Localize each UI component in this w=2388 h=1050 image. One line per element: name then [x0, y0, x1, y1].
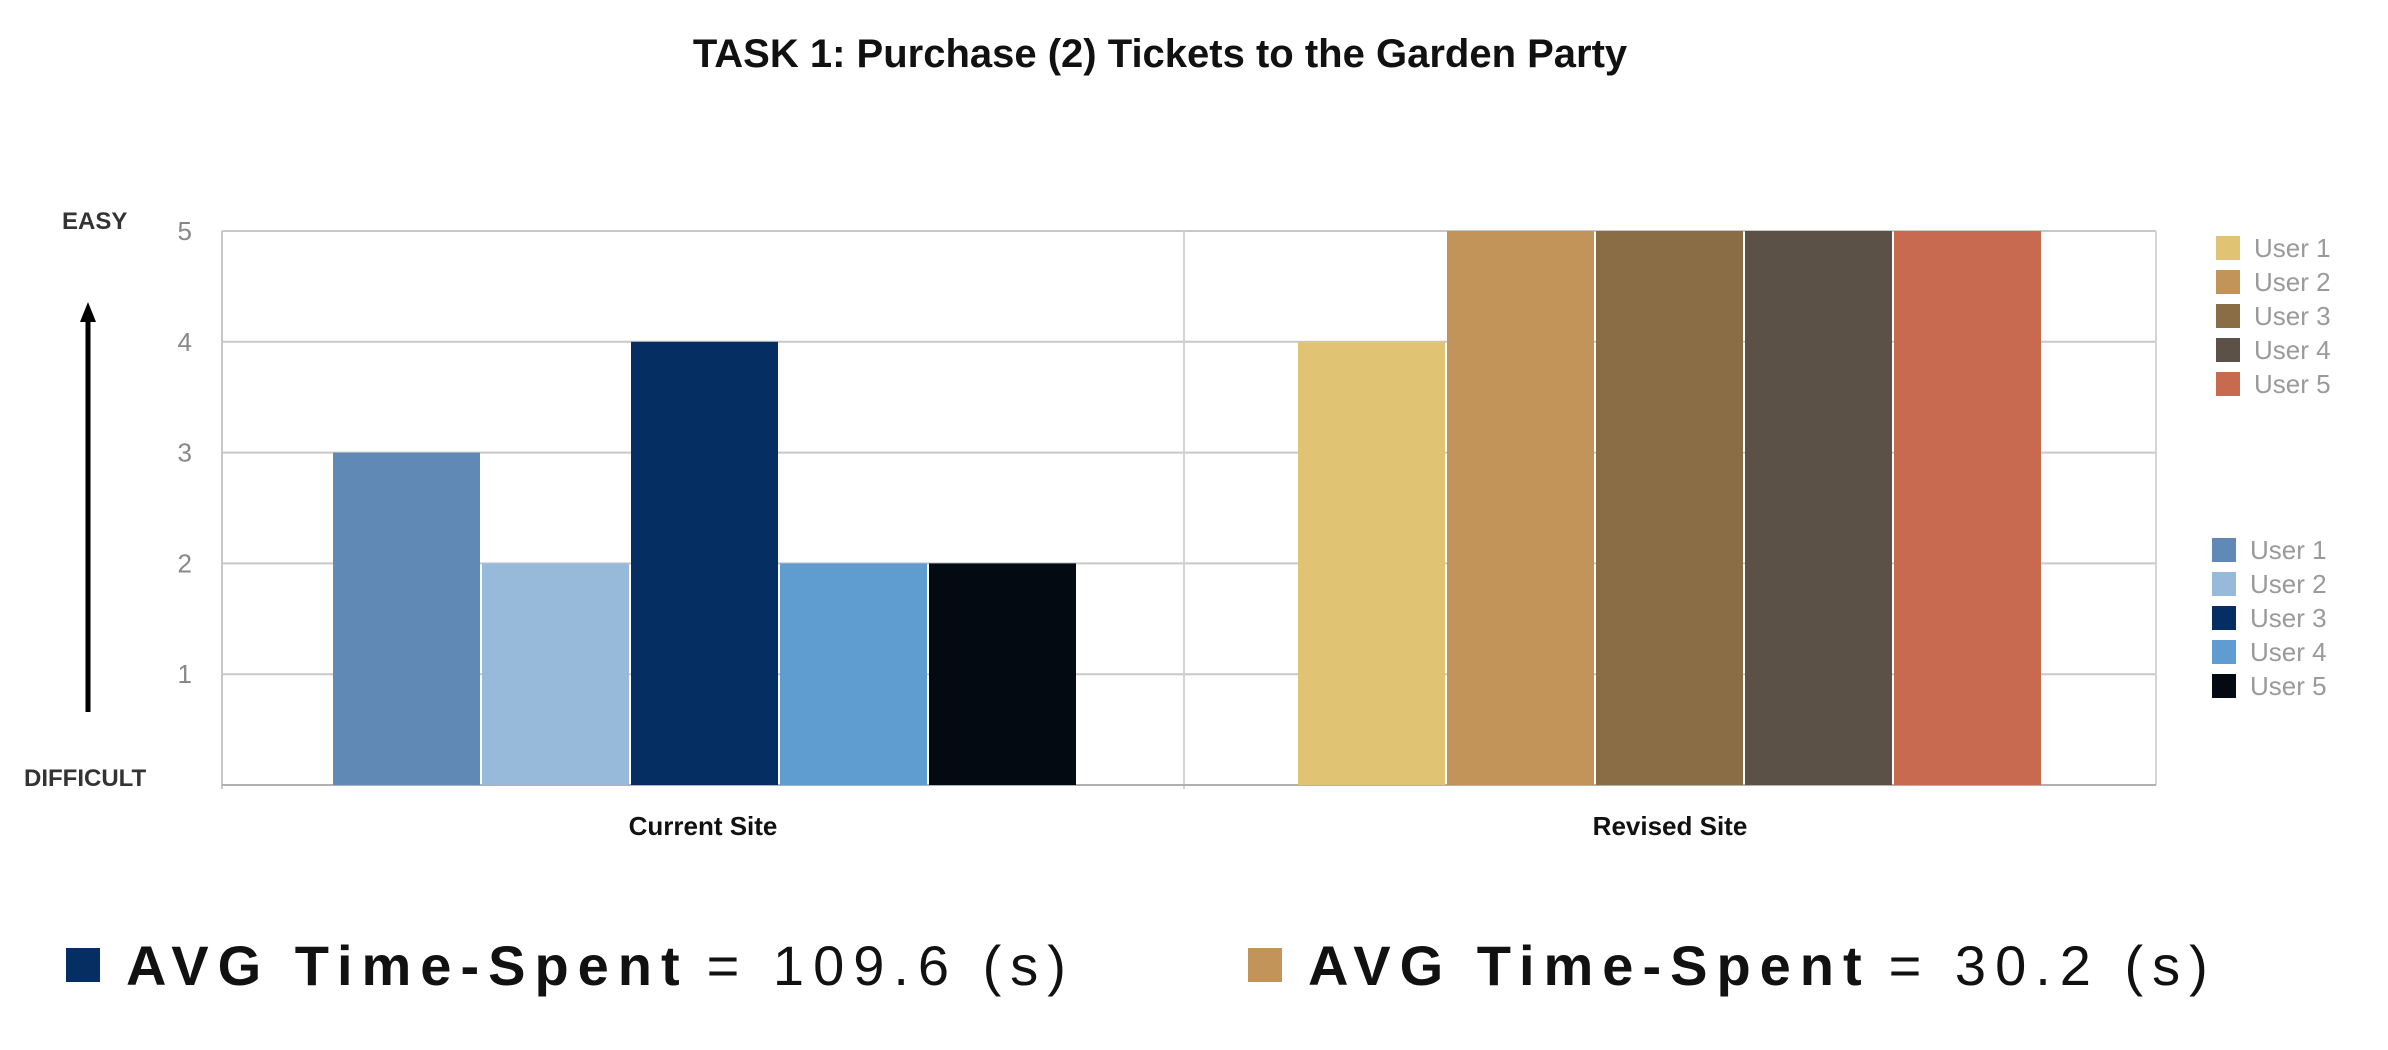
bar-revised-user-5 — [1894, 231, 2041, 785]
legend-revised-swatch-2 — [2216, 270, 2240, 294]
avg-value-revised: = 30.2 (s) — [1888, 933, 2217, 997]
avg-time-current: AVG Time-Spent = 109.6 (s) — [66, 930, 1075, 1000]
y-tick-label-3: 3 — [178, 438, 192, 468]
x-category-label-current: Current Site — [629, 811, 778, 841]
legend-current-swatch-2 — [2212, 572, 2236, 596]
avg-time-revised: AVG Time-Spent = 30.2 (s) — [1248, 930, 2217, 1000]
avg-swatch-current — [66, 948, 100, 982]
bar-current-user-5 — [929, 563, 1076, 785]
avg-label-current: AVG Time-Spent — [126, 933, 689, 997]
legend-current-label-4: User 4 — [2250, 637, 2327, 667]
annotation-difficult: DIFFICULT — [24, 765, 147, 792]
legend-current-label-3: User 3 — [2250, 603, 2327, 633]
legend-revised-swatch-4 — [2216, 338, 2240, 362]
avg-value-current: = 109.6 (s) — [706, 933, 1075, 997]
bar-revised-user-1 — [1298, 341, 1445, 785]
y-tick-label-5: 5 — [178, 216, 192, 246]
bar-current-user-1 — [333, 452, 480, 785]
legend-current-swatch-3 — [2212, 606, 2236, 630]
legend-current-swatch-5 — [2212, 674, 2236, 698]
y-tick-label-1: 1 — [178, 659, 192, 689]
bar-current-user-2 — [482, 563, 629, 785]
bar-revised-user-2 — [1447, 231, 1594, 785]
legend-current-label-2: User 2 — [2250, 569, 2327, 599]
bar-revised-user-3 — [1596, 231, 1743, 785]
y-tick-label-2: 2 — [178, 548, 192, 578]
bar-current-user-3 — [631, 341, 778, 785]
legend-revised-swatch-3 — [2216, 304, 2240, 328]
legend-revised-swatch-5 — [2216, 372, 2240, 396]
axis-layer: 1 2 3 4 5 Current Site Revised Site — [178, 216, 1748, 841]
y-tick-label-4: 4 — [178, 327, 192, 357]
legend-revised-label-3: User 3 — [2254, 301, 2331, 331]
legend-current-label-5: User 5 — [2250, 671, 2327, 701]
legend-current-swatch-1 — [2212, 538, 2236, 562]
bar-layer — [333, 231, 2041, 785]
legend-revised-label-4: User 4 — [2254, 335, 2331, 365]
avg-swatch-revised — [1248, 948, 1282, 982]
legend-revised-label-2: User 2 — [2254, 267, 2331, 297]
x-category-label-revised: Revised Site — [1593, 811, 1748, 841]
legend-revised-label-5: User 5 — [2254, 369, 2331, 399]
y-direction-arrow — [80, 302, 96, 712]
chart-title: TASK 1: Purchase (2) Tickets to the Gard… — [692, 32, 1628, 76]
legend-current-swatch-4 — [2212, 640, 2236, 664]
legend-current-label-1: User 1 — [2250, 535, 2327, 565]
bar-current-user-4 — [780, 563, 927, 785]
legend-revised-swatch-1 — [2216, 236, 2240, 260]
avg-label-revised: AVG Time-Spent — [1308, 933, 1871, 997]
annotation-easy: EASY — [62, 208, 127, 235]
legend-layer: User 1 User 2 User 3 User 4 User 5 User 1 User… — [2212, 233, 2331, 701]
bar-revised-user-4 — [1745, 231, 1892, 785]
legend-revised-label-1: User 1 — [2254, 233, 2331, 263]
